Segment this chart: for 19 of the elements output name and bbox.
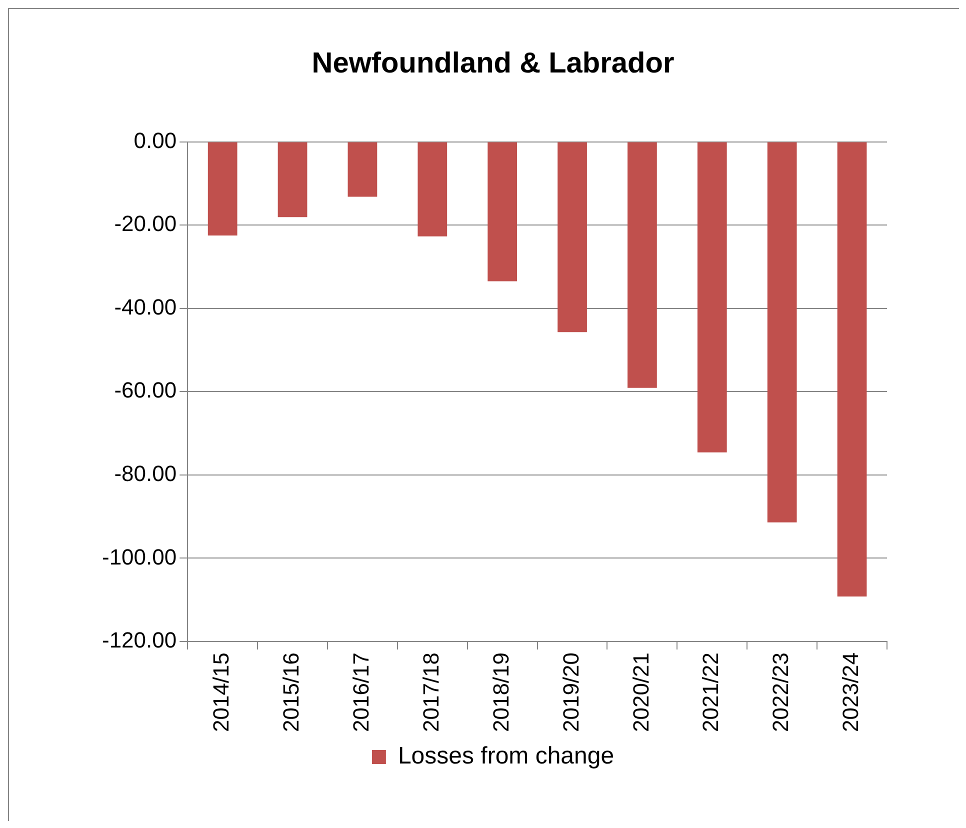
x-tick-label: 2021/22 [698, 652, 724, 732]
chart-title: Newfoundland & Labrador [312, 47, 674, 80]
x-tick-label: 2017/18 [418, 652, 444, 732]
y-tick-label: -120.00 [102, 628, 177, 653]
x-tick-label: 2023/24 [838, 652, 864, 732]
y-tick-label: -40.00 [114, 294, 177, 320]
y-tick-label: -100.00 [102, 544, 177, 570]
y-tick-label: -20.00 [114, 211, 177, 236]
x-tick-label: 2014/15 [208, 652, 234, 732]
y-tick-label: -60.00 [114, 378, 177, 403]
x-tick-label: 2015/16 [278, 652, 304, 732]
y-tick-label: -80.00 [114, 460, 177, 486]
x-tick-label: 2020/21 [628, 652, 654, 732]
legend-label: Losses from change [398, 742, 614, 770]
x-tick-label: 2018/19 [488, 652, 514, 732]
y-tick-label: 0.00 [134, 128, 177, 153]
x-tick-label: 2016/17 [348, 652, 374, 732]
x-tick-label: 2019/20 [558, 652, 584, 732]
x-tick-label: 2022/23 [768, 652, 794, 732]
